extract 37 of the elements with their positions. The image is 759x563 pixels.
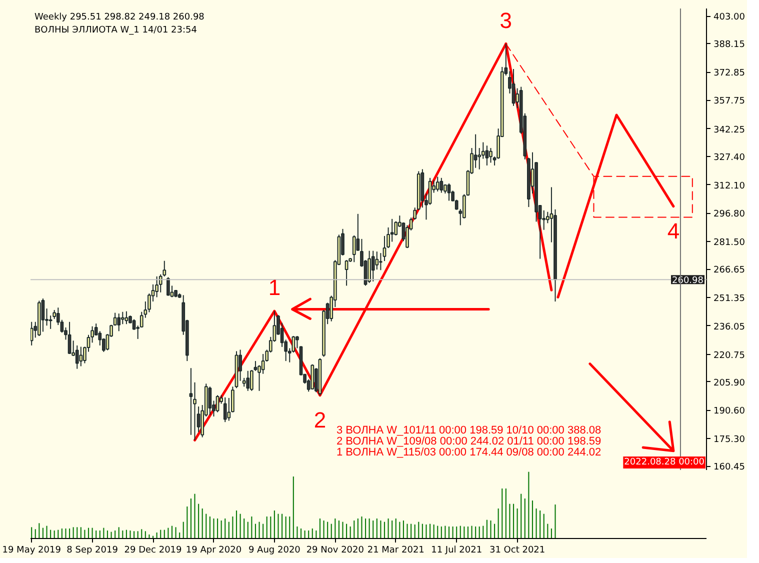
y-tick-label: 236.05 [714,322,745,332]
x-tick-label: 8 Sep 2019 [66,546,118,556]
y-tick-label: 251.35 [714,294,745,304]
x-tick-label: 29 Dec 2019 [124,546,182,556]
ref-line-label: 260.98 [672,276,704,286]
y-tick-label: 327.40 [714,152,746,163]
annotation: 2 ВОЛНА W_109/08 00:00 244.02 01/11 00:00 198.59 [336,436,602,448]
y-tick-label: 388.15 [714,40,745,50]
annotation: 1 ВОЛНА W_115/03 00:00 174.44 09/08 00:00 244.02 [336,446,602,458]
y-tick-label: 220.75 [714,350,745,361]
chart-title: Weekly 295.51 298.82 249.18 260.98 [34,12,205,22]
annotation: 2 [314,407,326,432]
x-tick-label: 29 Nov 2020 [306,546,364,556]
y-tick-label: 372.85 [714,68,745,79]
annotation: 4 [667,218,680,244]
x-tick-label: 31 Oct 2021 [489,546,546,556]
y-tick-label: 403.00 [714,12,746,23]
y-tick-label: 342.25 [714,125,745,136]
y-tick-label: 205.90 [714,378,746,388]
y-tick-label: 266.65 [714,266,745,276]
y-tick-label: 160.45 [714,462,745,473]
annotation: 1 [268,275,281,300]
x-tick-label: 11 Jul 2021 [431,546,482,556]
text: ВОЛНЫ ЭЛЛИОТА W_1 14/01 23:54 [34,26,198,36]
y-tick-label: 175.30 [714,435,746,446]
x-tick-label: 21 Mar 2021 [367,546,424,556]
x-tick-label: 19 Apr 2020 [186,546,242,556]
x-tick-label: 19 May 2019 [2,546,62,556]
y-tick-label: 190.60 [714,406,746,417]
annotation: 3 ВОЛНА W_101/11 00:00 198.59 10/10 00:00 388.08 [336,424,602,436]
annotation: 3 [500,8,512,33]
y-tick-label: 312.10 [714,181,746,192]
ref-line-label: 2022.08.28 00:00 [624,458,705,468]
x-tick-label: 9 Aug 2020 [248,546,301,556]
y-tick-label: 357.75 [714,96,745,107]
y-tick-label: 281.50 [714,238,746,248]
y-tick-label: 296.80 [714,210,746,220]
